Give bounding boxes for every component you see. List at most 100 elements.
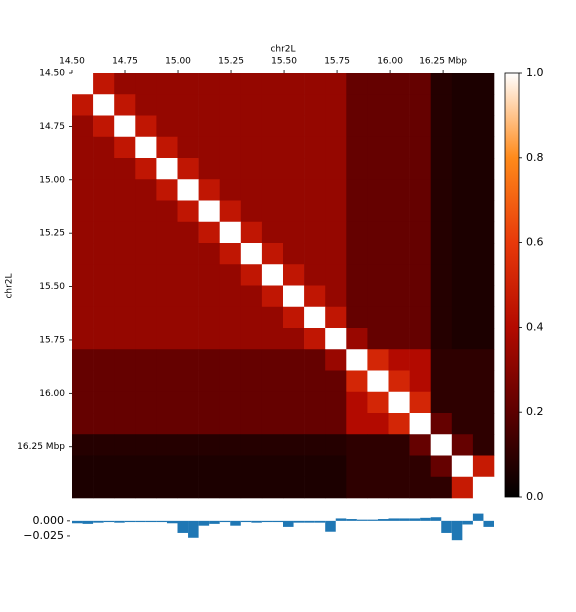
heatmap-cell (72, 94, 94, 116)
heatmap-cell (283, 158, 305, 180)
heatmap-cell (325, 349, 347, 371)
heatmap-cell (135, 306, 157, 329)
heatmap-cell (409, 285, 431, 308)
heatmap-cell (240, 158, 263, 180)
heatmap-cell (72, 136, 94, 159)
heatmap-cell (219, 73, 242, 95)
heatmap-cell (93, 136, 115, 159)
heatmap-cell (388, 115, 410, 138)
track-bar (335, 518, 347, 521)
track-bar (409, 518, 421, 521)
heatmap-cell (156, 115, 178, 138)
track-bar (420, 517, 431, 521)
heatmap-cell (325, 136, 347, 159)
heatmap-cell (72, 349, 94, 371)
heatmap-cell (283, 328, 305, 350)
heatmap-cell (219, 306, 242, 329)
heatmap-cell (219, 115, 242, 138)
heatmap-cell (177, 243, 199, 265)
heatmap-cell (388, 391, 410, 414)
track-bar (251, 520, 262, 523)
heatmap-cell (388, 179, 410, 201)
heatmap-cell (283, 391, 305, 414)
heatmap-cell (177, 476, 199, 499)
heatmap-cell (346, 136, 368, 159)
heatmap-cell (304, 349, 326, 371)
heatmap-cell (430, 413, 453, 435)
heatmap-cell (325, 243, 347, 265)
track-bar (103, 520, 115, 523)
heatmap-cell (219, 136, 242, 159)
heatmap-cell (156, 349, 178, 371)
heatmap-cell (198, 221, 220, 244)
heatmap-cell (472, 179, 495, 201)
heatmap-cell (367, 200, 389, 223)
heatmap-cell (72, 413, 94, 435)
colorbar-tick-label: 0.8 (526, 151, 544, 164)
heatmap-cell (346, 158, 368, 180)
heatmap-cell (367, 391, 389, 414)
heatmap-cell (177, 328, 199, 350)
heatmap-cell (325, 455, 347, 478)
heatmap-cell (114, 285, 136, 308)
heatmap-cell (72, 285, 94, 308)
heatmap-cell (451, 94, 474, 116)
track-bar (240, 520, 252, 523)
heatmap-cell (156, 391, 178, 414)
heatmap-cell (198, 158, 220, 180)
heatmap-cell (325, 370, 347, 393)
heatmap-cell (283, 413, 305, 435)
heatmap-cell (240, 434, 263, 456)
heatmap-cell (409, 115, 431, 138)
heatmap-cell (283, 73, 305, 95)
heatmap-cell (409, 243, 431, 265)
track-bar (261, 520, 273, 523)
heatmap-cell (72, 370, 94, 393)
heatmap-cell (388, 264, 410, 286)
heatmap-cell (472, 306, 495, 329)
heatmap-cell (114, 455, 136, 478)
heatmap-cell (261, 349, 284, 371)
x-tick-label: 15.00 (165, 57, 191, 67)
heatmap-cell (198, 73, 220, 95)
heatmap-cell (451, 264, 474, 286)
heatmap-cell (72, 73, 94, 95)
heatmap-cell (135, 200, 157, 223)
track-bar (367, 519, 378, 521)
heatmap-cell (472, 476, 495, 499)
heatmap-cell (135, 413, 157, 435)
heatmap-cell (135, 73, 157, 95)
heatmap-cell (388, 200, 410, 223)
heatmap-cell (93, 243, 115, 265)
heatmap-cell (283, 243, 305, 265)
heatmap-cell (135, 221, 157, 244)
heatmap-cell (114, 115, 136, 138)
heatmap-cell (240, 179, 263, 201)
heatmap-cell (367, 136, 389, 159)
heatmap-cell (114, 264, 136, 286)
heatmap-cell (135, 476, 157, 499)
heatmap-cell (451, 455, 474, 478)
heatmap-cell (240, 391, 263, 414)
heatmap-cell (135, 179, 157, 201)
heatmap-cell (472, 264, 495, 286)
heatmap-cell (325, 115, 347, 138)
heatmap-cell (367, 434, 389, 456)
heatmap-cell (367, 179, 389, 201)
heatmap-cell (304, 264, 326, 286)
heatmap-cell (451, 221, 474, 244)
heatmap-cell (409, 434, 431, 456)
heatmap-cell (156, 136, 178, 159)
track-bar (346, 519, 357, 521)
heatmap-cell (156, 455, 178, 478)
heatmap-cell (430, 243, 453, 265)
heatmap-cell (304, 73, 326, 95)
track-bar (377, 519, 389, 521)
heatmap-cell (240, 328, 263, 350)
heatmap-cell (451, 328, 474, 350)
heatmap-cell (219, 200, 242, 223)
heatmap-cell (261, 455, 284, 478)
heatmap-cell (135, 243, 157, 265)
heatmap-cell (261, 221, 284, 244)
heatmap-cell (114, 136, 136, 159)
